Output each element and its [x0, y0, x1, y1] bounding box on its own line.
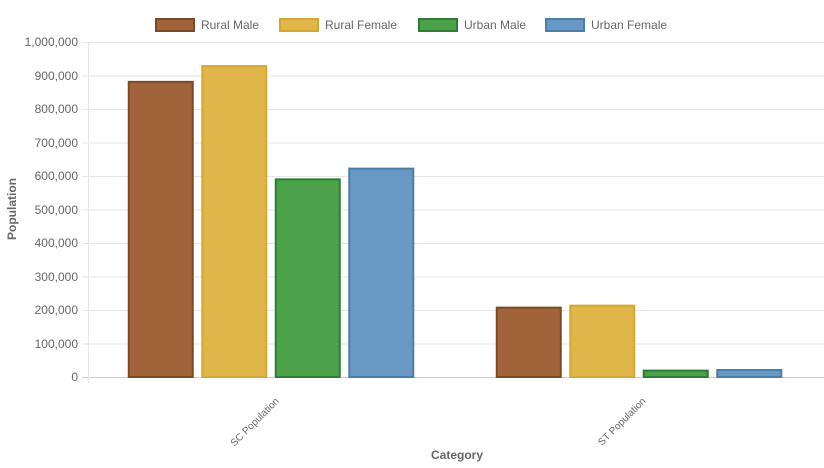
legend-label: Urban Male: [464, 18, 527, 32]
y-tick-label: 1,000,000: [24, 35, 78, 49]
legend-swatch-urban-female: [545, 18, 585, 32]
bar-rural-female-sc-population[interactable]: [201, 65, 268, 379]
y-tick-label: 900,000: [34, 68, 78, 83]
bar-urban-male-st-population[interactable]: [642, 369, 709, 379]
y-tick-label: 800,000: [34, 102, 78, 116]
y-tick-label: 500,000: [34, 202, 78, 217]
bar-rural-female-st-population[interactable]: [569, 304, 636, 379]
legend-label: Rural Male: [201, 18, 260, 32]
y-tick-label: 100,000: [34, 336, 78, 351]
y-tick-label: 600,000: [34, 169, 78, 183]
y-tick-label: 0: [71, 370, 78, 384]
x-axis-title: Category: [430, 448, 483, 462]
legend-item-rural-female[interactable]: Rural Female: [279, 16, 397, 34]
y-tick-label: 200,000: [34, 303, 78, 317]
legend-item-urban-female[interactable]: Urban Female: [545, 16, 667, 34]
bar-urban-female-st-population[interactable]: [716, 368, 783, 378]
legend-swatch-rural-female: [279, 18, 319, 32]
legend-item-rural-male[interactable]: Rural Male: [155, 16, 259, 34]
bar-rural-male-st-population[interactable]: [495, 306, 562, 378]
legend-label: Rural Female: [325, 18, 398, 32]
legend-swatch-urban-male: [418, 18, 458, 32]
legend-item-urban-male[interactable]: Urban Male: [418, 16, 526, 34]
y-axis-title: Population: [5, 178, 19, 240]
legend: Rural Male Rural Female Urban Male Urban…: [0, 16, 824, 34]
legend-label: Urban Female: [591, 18, 668, 32]
bar-urban-female-sc-population[interactable]: [348, 167, 415, 378]
bar-urban-male-sc-population[interactable]: [274, 178, 341, 378]
y-tick-label: 700,000: [34, 135, 78, 150]
legend-swatch-rural-male: [155, 18, 195, 32]
y-tick-label: 300,000: [34, 269, 78, 284]
bar-rural-male-sc-population[interactable]: [127, 80, 194, 379]
y-tick-label: 400,000: [34, 236, 78, 250]
